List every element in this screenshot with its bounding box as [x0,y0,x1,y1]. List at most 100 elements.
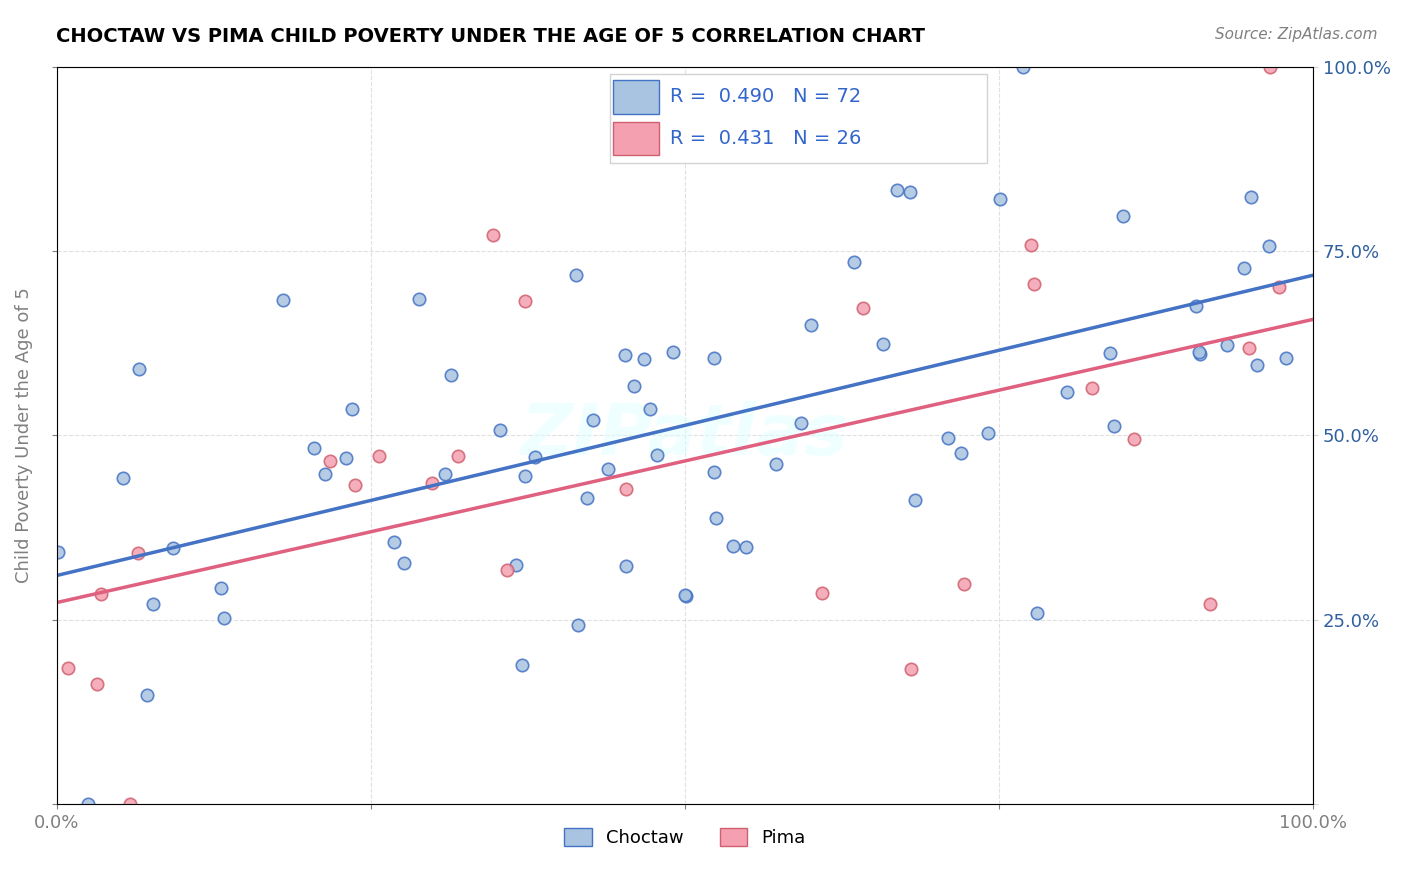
Point [1233,261,1256,276]
Point [703,351,725,365]
Point [319,454,342,468]
Point [1102,419,1125,434]
Point [613,348,636,362]
Point [638,402,661,417]
Point [1019,238,1042,252]
Point [1022,277,1045,292]
Point [1268,280,1291,294]
Point [489,423,512,437]
Point [1274,351,1296,365]
Point [953,577,976,591]
Point [1081,381,1104,395]
Point [513,468,536,483]
Point [1188,347,1211,361]
Point [212,611,235,625]
Point [675,589,697,603]
Point [367,449,389,463]
Point [704,510,727,524]
Point [510,657,533,672]
Point [1258,60,1281,74]
Point [949,446,972,460]
Point [128,361,150,376]
Point [886,183,908,197]
Point [505,558,527,572]
Legend: Choctaw, Pima: Choctaw, Pima [557,821,813,855]
Point [120,797,142,812]
Point [936,431,959,445]
Point [900,662,922,676]
Point [662,345,685,359]
Point [1056,385,1078,400]
Point [58,661,80,675]
Point [90,587,112,601]
Point [392,556,415,570]
Point [420,476,443,491]
Point [703,465,725,479]
Point [734,541,756,555]
Point [1025,606,1047,620]
Point [567,618,589,632]
Point [1188,345,1211,359]
Point [482,227,505,242]
Point [564,268,586,282]
Point [1216,338,1239,352]
Point [340,401,363,416]
Point [1239,190,1261,204]
Point [209,581,232,595]
Point [581,412,603,426]
Point [872,336,894,351]
Point [86,677,108,691]
Text: Source: ZipAtlas.com: Source: ZipAtlas.com [1215,27,1378,42]
Point [811,586,834,600]
Point [335,451,357,466]
Point [616,482,638,496]
Point [408,292,430,306]
Point [141,597,163,611]
Point [723,539,745,553]
Point [800,318,823,332]
Point [1199,597,1222,611]
Point [1098,346,1121,360]
Point [1122,432,1144,446]
Point [614,558,637,573]
Point [136,688,159,702]
Point [382,535,405,549]
Point [48,545,70,559]
Point [852,301,875,315]
Y-axis label: Child Poverty Under the Age of 5: Child Poverty Under the Age of 5 [15,287,32,583]
Point [633,352,655,367]
Point [955,146,977,161]
Point [842,255,865,269]
Point [623,379,645,393]
Point [596,462,619,476]
Point [302,441,325,455]
Point [1258,239,1281,253]
Point [524,450,547,465]
Point [1184,299,1206,313]
Point [645,448,668,462]
Point [77,797,100,812]
Point [273,293,295,308]
Point [790,417,813,431]
Point [576,491,599,506]
Point [1112,209,1135,223]
Point [977,425,1000,440]
Point [344,478,367,492]
Point [1011,60,1033,74]
Point [898,185,921,199]
Text: ZIPatlas: ZIPatlas [522,401,849,470]
Point [447,449,470,463]
Text: CHOCTAW VS PIMA CHILD POVERTY UNDER THE AGE OF 5 CORRELATION CHART: CHOCTAW VS PIMA CHILD POVERTY UNDER THE … [56,27,925,45]
Point [1239,341,1261,355]
Point [112,471,135,485]
Point [127,546,149,560]
Point [314,467,336,481]
Point [440,368,463,383]
Point [1246,358,1268,372]
Point [988,192,1011,206]
Point [920,147,942,161]
Point [162,541,184,556]
Point [765,457,787,471]
Point [515,293,537,308]
Point [904,493,927,508]
